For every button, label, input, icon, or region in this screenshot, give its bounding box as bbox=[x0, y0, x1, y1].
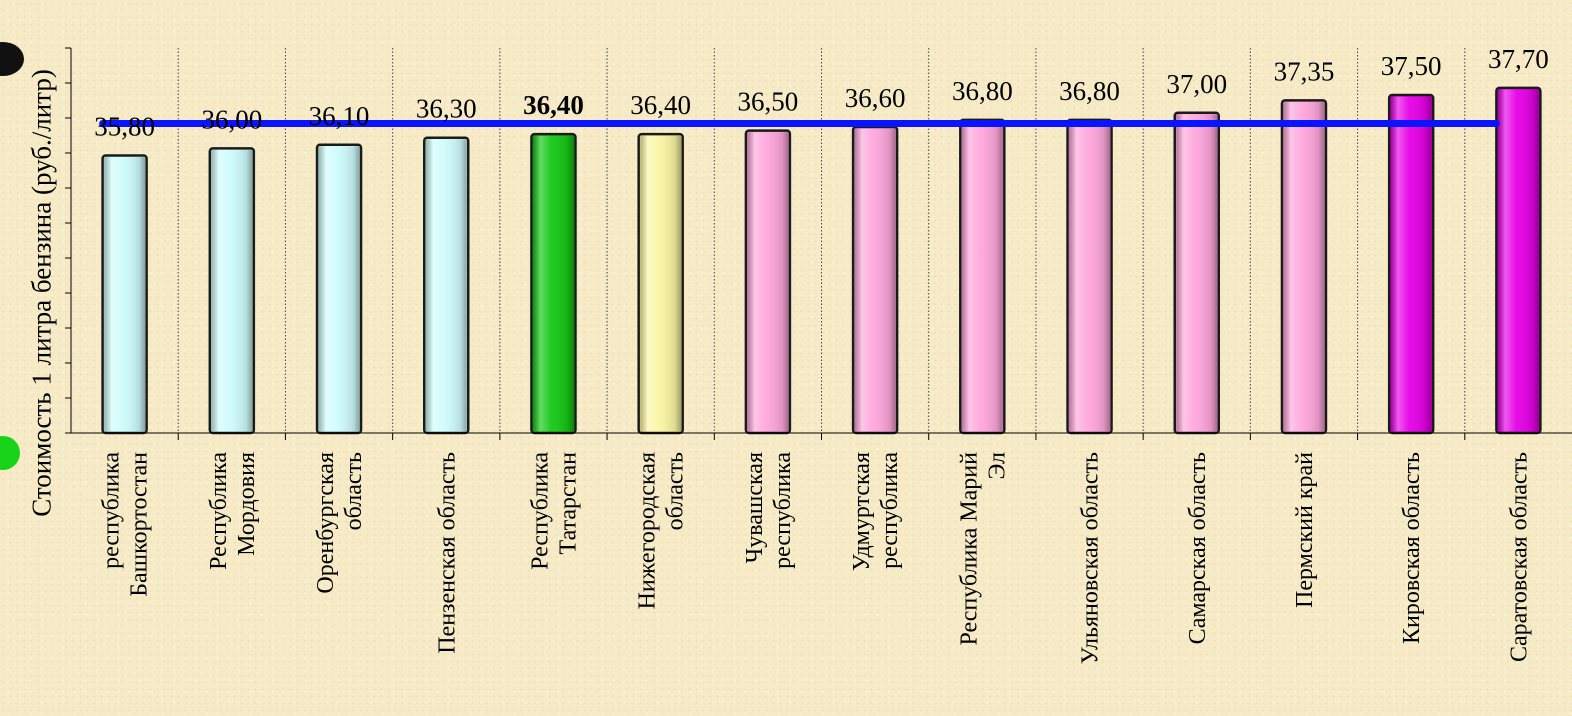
bar-shading bbox=[1283, 101, 1325, 432]
value-label: 37,35 bbox=[1274, 56, 1335, 86]
category-label: Пермский край bbox=[1292, 452, 1318, 608]
category-label: Пензенская область bbox=[434, 452, 460, 654]
category-label: Ульяновская область bbox=[1078, 452, 1104, 664]
value-label: 36,00 bbox=[201, 104, 262, 134]
category-label: Эл bbox=[984, 452, 1010, 480]
category-label: область bbox=[663, 452, 689, 530]
category-label: Республика Марий bbox=[956, 452, 982, 646]
bar-shading bbox=[318, 146, 360, 432]
category-label: Кировская область bbox=[1399, 452, 1425, 644]
category-label: Оренбургская bbox=[313, 452, 339, 594]
bar-shading bbox=[425, 139, 467, 432]
bar-shading bbox=[1176, 114, 1218, 432]
value-label: 36,80 bbox=[952, 76, 1013, 106]
bar-shading bbox=[961, 121, 1003, 432]
value-label: 36,40 bbox=[630, 90, 691, 120]
category-label: Самарская область bbox=[1185, 452, 1211, 644]
category-label: Мордовия bbox=[234, 452, 260, 556]
category-label: область bbox=[341, 452, 367, 530]
value-label: 37,50 bbox=[1381, 51, 1442, 81]
bar-shading bbox=[1069, 121, 1111, 432]
decorative-dot-bottom bbox=[0, 436, 20, 470]
value-label: 36,60 bbox=[845, 83, 906, 113]
category-label: Республика bbox=[206, 452, 232, 570]
bar-shading bbox=[211, 149, 253, 432]
value-label: 36,40 bbox=[523, 90, 584, 120]
category-label: Республика bbox=[527, 452, 553, 570]
category-label: республика bbox=[770, 452, 796, 569]
bar-shading bbox=[1390, 96, 1432, 432]
value-label: 36,50 bbox=[738, 87, 799, 117]
bar-shading bbox=[854, 128, 896, 432]
category-label: Чувашская bbox=[742, 452, 768, 563]
category-label: Татарстан bbox=[555, 452, 581, 555]
category-label: Нижегородская bbox=[635, 452, 661, 610]
category-label: республика bbox=[99, 452, 125, 569]
bar-shading bbox=[640, 135, 682, 432]
value-label: 36,10 bbox=[309, 101, 370, 131]
category-label: Саратовская область bbox=[1506, 452, 1532, 662]
value-label: 36,30 bbox=[416, 94, 477, 124]
value-label: 37,00 bbox=[1166, 69, 1227, 99]
bar-shading bbox=[747, 132, 789, 432]
category-label: Удмуртская bbox=[849, 452, 875, 571]
bar-shading bbox=[532, 135, 574, 432]
bar-shading bbox=[104, 156, 146, 432]
value-label: 37,70 bbox=[1488, 44, 1549, 74]
value-label: 35,80 bbox=[94, 111, 155, 141]
value-label: 36,80 bbox=[1059, 76, 1120, 106]
category-label: Башкортостан bbox=[127, 452, 153, 597]
category-label: республика bbox=[877, 452, 903, 569]
bar-shading bbox=[1497, 89, 1539, 432]
